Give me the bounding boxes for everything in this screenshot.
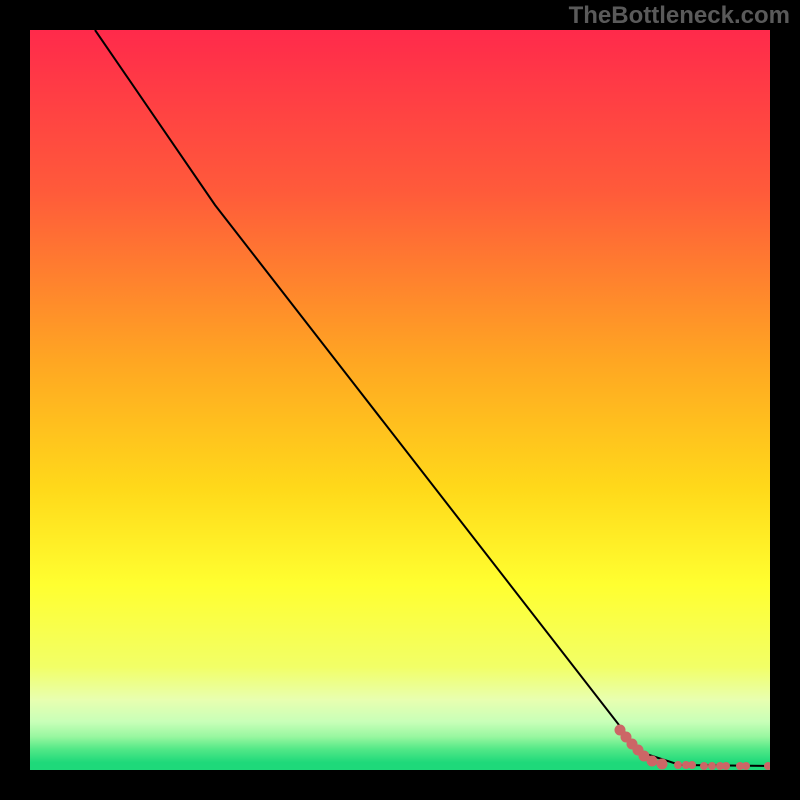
data-point: [700, 762, 708, 770]
data-point: [688, 761, 696, 769]
data-point: [722, 762, 730, 770]
data-point: [657, 759, 668, 770]
data-point: [708, 762, 716, 770]
data-point: [647, 756, 658, 767]
data-point: [674, 761, 682, 769]
attribution-label: TheBottleneck.com: [569, 2, 790, 30]
data-point: [742, 762, 750, 770]
plot-background: [30, 30, 770, 770]
